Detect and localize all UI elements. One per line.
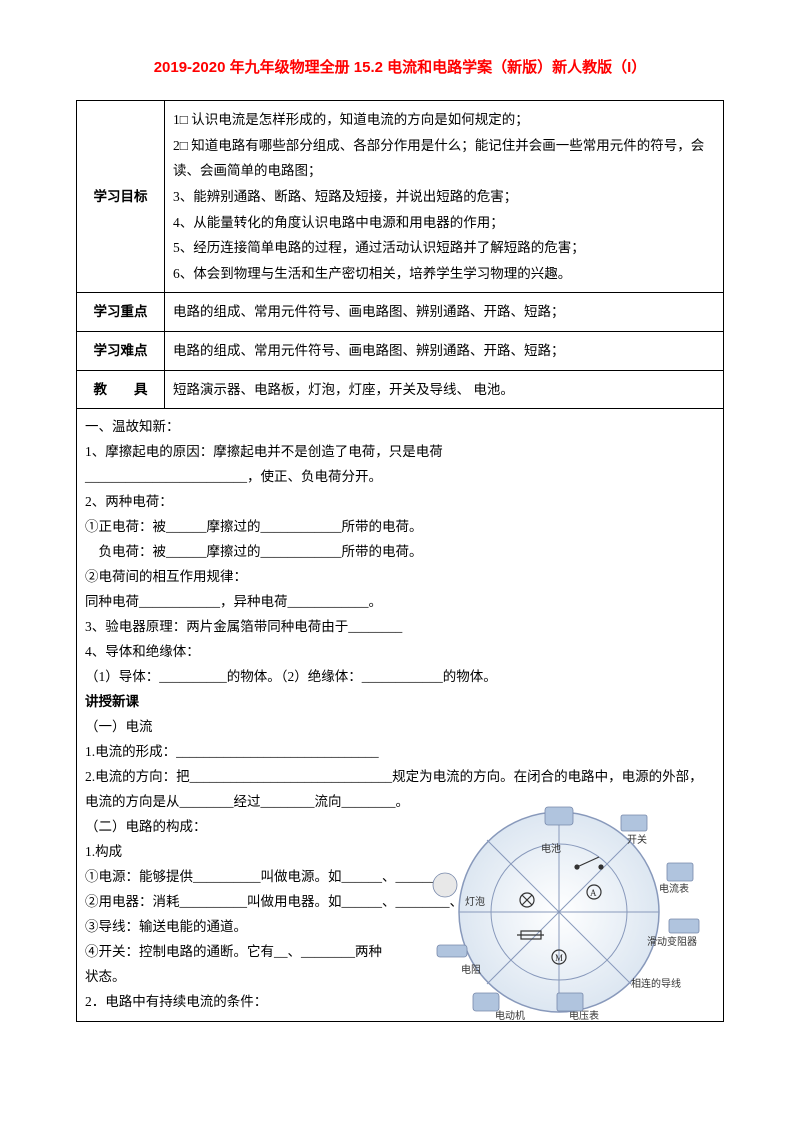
line: 1、摩擦起电的原因：摩擦起电并不是创造了电荷，只是电荷 <box>85 440 715 465</box>
row-label-focus: 学习重点 <box>77 293 165 332</box>
line: 2、两种电荷： <box>85 490 715 515</box>
goal-item: 5、经历连接简单电路的过程，通过活动认识短路并了解短路的危害； <box>173 235 715 261</box>
section-title: 讲授新课 <box>85 690 715 715</box>
focus-content: 电路的组成、常用元件符号、画电路图、辨别通路、开路、短路； <box>165 293 724 332</box>
label-resistor: 电阻 <box>461 963 481 976</box>
label-battery: 电池 <box>541 842 561 855</box>
goal-item: 6、体会到物理与生活和生产密切相关，培养学生学习物理的兴趣。 <box>173 261 715 287</box>
content-body: 一、温故知新： 1、摩擦起电的原因：摩擦起电并不是创造了电荷，只是电荷 ____… <box>77 409 724 1021</box>
section-title: 一、温故知新： <box>85 415 715 440</box>
row-label-difficulty: 学习难点 <box>77 332 165 371</box>
line: ④开关：控制电路的通断。它有__、________两种状态。 <box>85 940 395 990</box>
line: （一）电流 <box>85 715 715 740</box>
circuit-components-diagram: 电池 开关 灯泡 电流表 电阻 滑动变阻器 电动机 电压表 相连的导线 A <box>399 797 719 1027</box>
label-ammeter: 电流表 <box>659 882 689 895</box>
line: ③导线：输送电能的通道。 <box>85 915 395 940</box>
line: 4、导体和绝缘体： <box>85 640 715 665</box>
line: ________________________，使正、负电荷分开。 <box>85 465 715 490</box>
difficulty-content: 电路的组成、常用元件符号、画电路图、辨别通路、开路、短路； <box>165 332 724 371</box>
label-switch: 开关 <box>627 833 647 846</box>
goal-item: 1□ 认识电流是怎样形成的，知道电流的方向是如何规定的； <box>173 107 715 133</box>
line: 1.电流的形成：______________________________ <box>85 740 715 765</box>
row-label-tools: 教 具 <box>77 370 165 409</box>
tools-content: 短路演示器、电路板，灯泡，灯座，开关及导线、 电池。 <box>165 370 724 409</box>
svg-text:A: A <box>590 888 597 898</box>
line: 同种电荷____________，异种电荷____________。 <box>85 590 715 615</box>
label-wire: 相连的导线 <box>631 977 681 990</box>
goal-content: 1□ 认识电流是怎样形成的，知道电流的方向是如何规定的； 2□ 知道电路有哪些部… <box>165 101 724 293</box>
line: ①正电荷：被______摩擦过的____________所带的电荷。 <box>85 515 715 540</box>
goal-item: 3、能辨别通路、断路、短路及短接，并说出短路的危害； <box>173 184 715 210</box>
line: （1）导体：__________的物体。（2）绝缘体：____________的… <box>85 665 715 690</box>
svg-text:M: M <box>555 953 563 963</box>
goal-item: 2□ 知道电路有哪些部分组成、各部分作用是什么；能记住并会画一些常用元件的符号，… <box>173 133 715 184</box>
line: ②电荷间的相互作用规律： <box>85 565 715 590</box>
label-motor: 电动机 <box>495 1009 525 1022</box>
lesson-table: 学习目标 1□ 认识电流是怎样形成的，知道电流的方向是如何规定的； 2□ 知道电… <box>76 100 724 1022</box>
label-bulb: 灯泡 <box>465 895 485 908</box>
line: 2．电路中有持续电流的条件： <box>85 990 395 1015</box>
goal-item: 4、从能量转化的角度认识电路中电源和用电器的作用； <box>173 210 715 236</box>
page-title: 2019-2020 年九年级物理全册 15.2 电流和电路学案（新版）新人教版（… <box>76 56 724 80</box>
row-label-goal: 学习目标 <box>77 101 165 293</box>
label-rheostat: 滑动变阻器 <box>647 935 697 948</box>
line: 3、验电器原理：两片金属箔带同种电荷由于________ <box>85 615 715 640</box>
line: 负电荷：被______摩擦过的____________所带的电荷。 <box>85 540 715 565</box>
